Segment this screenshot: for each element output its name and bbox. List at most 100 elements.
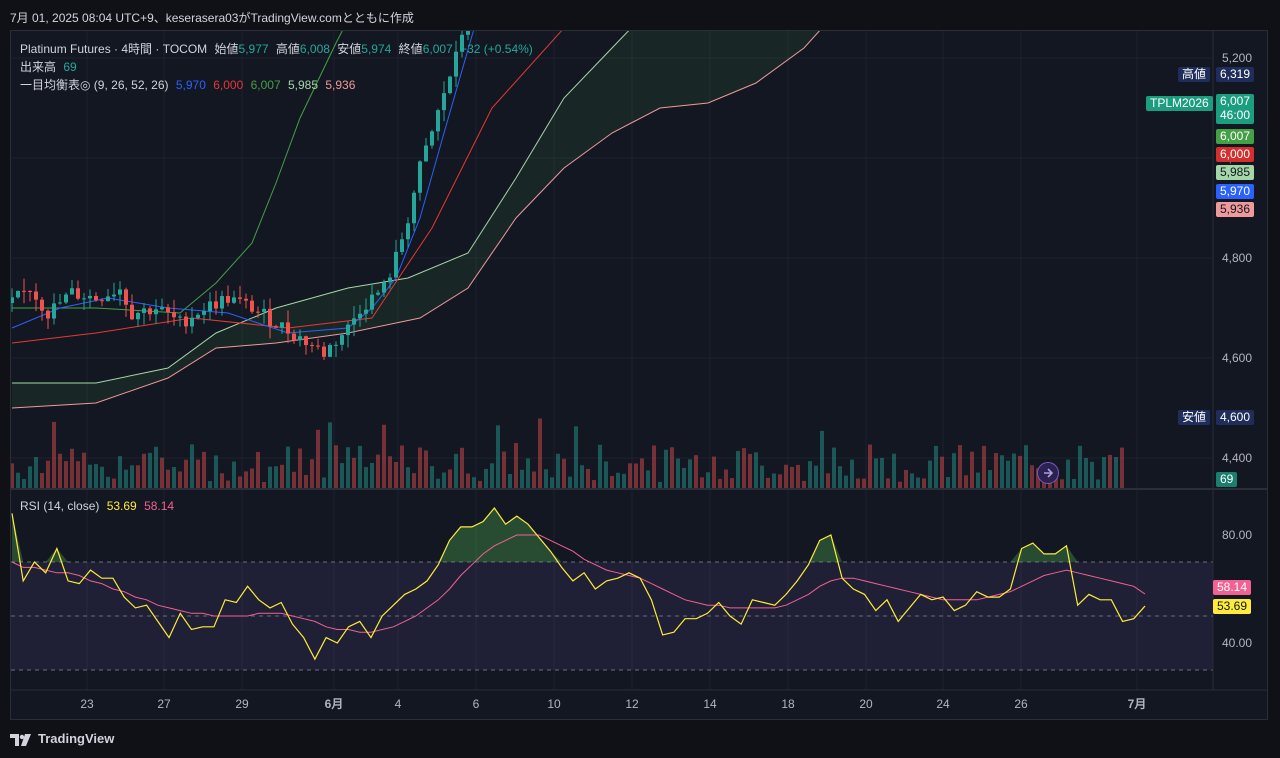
candle-body — [292, 333, 296, 341]
candle-body — [184, 316, 188, 327]
volume-bar — [556, 453, 560, 488]
volume-bar — [646, 470, 650, 488]
volume-bar — [1030, 465, 1034, 488]
high-label: 高値 — [275, 42, 300, 56]
volume-bar — [244, 471, 248, 488]
volume-bar — [490, 463, 494, 488]
high-tag-value: 6,319 — [1216, 67, 1255, 82]
volume-bar — [886, 478, 890, 488]
candle-body — [256, 311, 260, 313]
volume-bar — [1000, 455, 1004, 488]
volume-bar — [520, 469, 524, 488]
volume-bar — [1012, 453, 1016, 488]
volume-bar — [196, 459, 200, 488]
volume-bar — [220, 473, 224, 488]
rsi-tick-label: 40.00 — [1222, 636, 1252, 650]
candle-body — [154, 309, 158, 315]
tradingview-brand[interactable]: TradingView — [10, 731, 114, 746]
candle-body — [430, 131, 434, 146]
rsi-ma-tag: 58.14 — [1213, 580, 1252, 595]
candle-body — [250, 300, 254, 312]
rsi-value: 53.69 — [106, 499, 137, 513]
candle-body — [58, 302, 62, 304]
volume-bar — [772, 473, 776, 488]
change-value: +32 (+0.54%) — [460, 42, 533, 56]
volume-bar — [358, 445, 362, 488]
chikou-span-line — [12, 31, 343, 314]
volume-bar — [394, 461, 398, 488]
volume-bar — [550, 477, 554, 488]
ichimoku-kumo — [12, 31, 820, 408]
candle-body — [160, 307, 164, 310]
scroll-to-realtime-button[interactable] — [1037, 462, 1059, 484]
candle-body — [64, 294, 68, 303]
rsi-line — [11, 507, 1146, 661]
candle-body — [688, 0, 692, 1]
volume-bar — [1078, 445, 1082, 488]
grid-lines — [11, 31, 1213, 690]
axes: 4,4004,6004,8005,0005,2002327296月4610121… — [11, 31, 1267, 711]
chart-frame[interactable] — [10, 30, 1268, 720]
arrow-right-icon — [1044, 468, 1054, 478]
volume-bar — [256, 451, 260, 488]
volume-bar — [1054, 478, 1058, 488]
candle-body — [364, 309, 368, 314]
time-tick-label: 18 — [781, 697, 795, 711]
candle-body — [268, 308, 272, 327]
volume-bar — [622, 473, 626, 488]
candle-body — [52, 303, 56, 319]
volume-bar — [1120, 447, 1124, 488]
candle-body — [334, 344, 338, 346]
volume-bar — [334, 445, 338, 488]
volume-bar — [1114, 456, 1118, 488]
volume-bar — [790, 466, 794, 488]
candle-body — [22, 290, 26, 292]
volume-bar — [538, 418, 542, 488]
volume-bar — [574, 426, 578, 488]
volume-bar — [778, 474, 782, 488]
volume-bar — [832, 447, 836, 488]
volume-bar — [718, 478, 722, 488]
volume-bar — [802, 480, 806, 488]
volume-bar — [106, 476, 110, 488]
volume-bar — [346, 447, 350, 488]
open-label: 始値 — [214, 42, 239, 56]
volume-bar — [382, 424, 386, 488]
volume-bar — [694, 455, 698, 488]
candle-body — [88, 295, 92, 299]
volume-bar — [34, 457, 38, 488]
volume-bar — [862, 478, 866, 488]
volume-bar — [502, 451, 506, 488]
volume-bar — [148, 452, 152, 488]
volume-bar — [268, 466, 272, 488]
candle-body — [142, 308, 146, 313]
price-tick-label: 5,200 — [1222, 51, 1252, 65]
rsi-label[interactable]: RSI (14, close) — [20, 499, 100, 513]
candle-body — [328, 344, 332, 357]
volume-label[interactable]: 出来高 — [20, 60, 57, 74]
bar-countdown: 46:00 — [1220, 108, 1251, 122]
volume-bar — [916, 477, 920, 488]
candle-body — [472, 0, 476, 12]
volume-bar — [1066, 459, 1070, 488]
candle-body — [100, 300, 104, 302]
candle-body — [214, 301, 218, 309]
volume-bar — [238, 476, 242, 488]
volume-bar — [250, 468, 254, 488]
ichimoku-label[interactable]: 一目均衡表◎ (9, 26, 52, 26) — [20, 78, 169, 92]
time-tick-label: 29 — [235, 697, 249, 711]
volume-bar — [376, 454, 380, 488]
time-tick-label: 26 — [1014, 697, 1028, 711]
candle-body — [94, 295, 98, 301]
volume-bar — [472, 477, 476, 488]
volume-bar — [784, 464, 788, 488]
time-tick-label: 7月 — [1128, 697, 1147, 711]
candle-body — [202, 311, 206, 315]
tenkan-tag: 5,970 — [1216, 184, 1255, 199]
candle-body — [172, 312, 176, 318]
candle-body — [148, 308, 152, 315]
volume-bar — [304, 474, 308, 488]
symbol-name[interactable]: Platinum Futures · 4時間 · TOCOM — [20, 42, 208, 56]
volume-bar — [568, 476, 572, 488]
